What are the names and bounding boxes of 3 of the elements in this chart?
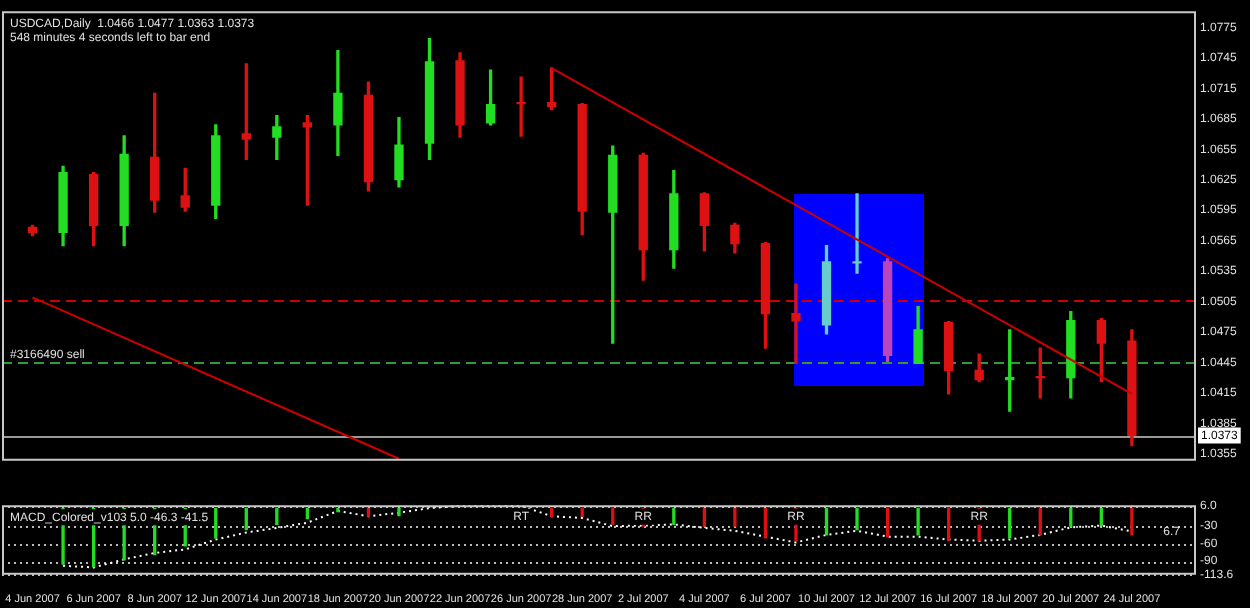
candlestick (852, 193, 862, 274)
candlestick (516, 76, 526, 137)
candlestick (791, 283, 801, 365)
